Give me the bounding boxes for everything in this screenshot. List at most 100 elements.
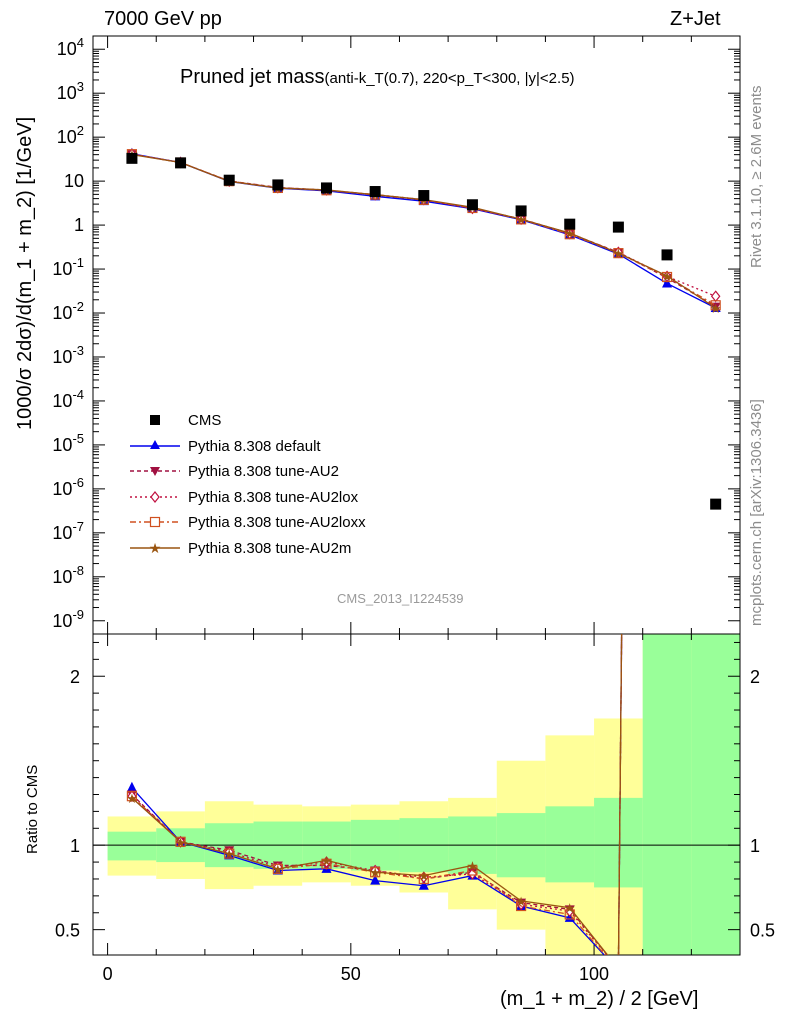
point-cms: [466, 199, 478, 211]
legend-marker-cms: [150, 415, 160, 425]
y-tick-label-ratio: 0.5: [55, 921, 80, 941]
header-energy: 7000 GeV pp: [104, 8, 222, 30]
x-tick-label: 50: [341, 964, 361, 984]
rivet-label: Rivet 3.1.10, ≥ 2.6M events: [748, 85, 765, 269]
y-tick-label: 10-8: [52, 563, 84, 587]
y-tick-label: 103: [57, 79, 84, 103]
main-series: ★★★★★★★★★★★★★: [126, 147, 722, 510]
y-axis-label-ratio: Ratio to CMS: [24, 764, 41, 854]
point-cms: [564, 218, 576, 230]
legend-marker-au2m: ★: [130, 541, 180, 557]
y-tick-label: 10-1: [52, 255, 84, 279]
ratio-point-au2m: ★: [223, 848, 235, 863]
ratio-point-au2lox: [614, 964, 622, 974]
ratio-point-au2loxx: [614, 966, 623, 975]
ratio-point-au2loxx: [321, 858, 332, 869]
y-tick-label: 10-6: [52, 475, 84, 499]
y-tick-label: 10-3: [52, 343, 84, 367]
point-au2m: ★: [613, 247, 625, 262]
band-inner: [691, 634, 740, 955]
chart-title-cuts: (anti-k_T(0.7), 220<p_T<300, |y|<2.5): [324, 70, 575, 87]
x-tick-label: 0: [103, 964, 113, 984]
series-line-au2lox: [131, 153, 716, 297]
point-au2m: ★: [564, 227, 576, 242]
point-cms: [175, 157, 187, 169]
header-process: Z+Jet: [670, 8, 721, 30]
legend-label-au2lox: Pythia 8.308 tune-AU2lox: [188, 488, 359, 506]
y-tick-label-ratio-right: 0.5: [750, 921, 775, 941]
legend-label-default: Pythia 8.308 default: [188, 437, 321, 455]
y-axis-label-main: 1000/σ 2dσ)/d(m_1 + m_2) [1/GeV]: [14, 116, 36, 430]
point-cms: [369, 186, 381, 198]
ratio-series: ★ ★ ★ ★ ★ ★ ★ ★ ★ ★ ★: [126, 634, 625, 978]
y-tick-label: 10-9: [52, 607, 84, 631]
y-tick-label: 10-2: [52, 299, 84, 323]
point-cms: [126, 152, 138, 164]
ratio-point-au2m: ★: [467, 859, 479, 874]
ratio-point-au2m: ★: [175, 836, 187, 851]
point-cms: [612, 221, 624, 233]
point-cms: [710, 498, 722, 510]
ratio-line-au2m: [131, 634, 623, 955]
point-au2loxx: [661, 271, 673, 283]
legend-marker-default: [130, 439, 180, 449]
y-tick-label: 10-4: [52, 387, 84, 411]
ratio-point-au2m: ★: [321, 854, 333, 869]
ratio-point-default: [370, 874, 381, 885]
ratio-point-au2m: ★: [418, 870, 430, 885]
ratio-point-au2m: ★: [272, 863, 284, 878]
point-au2m: ★: [418, 194, 430, 209]
y-tick-label: 1: [74, 215, 84, 235]
y-tick-label: 104: [57, 35, 84, 59]
band-inner: [642, 634, 692, 955]
ratio-point-au2loxx: [175, 836, 186, 847]
x-axis-label: (m_1 + m_2) / 2 [GeV]: [500, 988, 699, 1010]
ratio-point-au2m: ★: [369, 866, 381, 881]
series-line-au2m: [131, 154, 717, 309]
point-au2: [710, 302, 721, 312]
point-cms: [418, 190, 430, 202]
analysis-watermark: CMS_2013_I1224539: [337, 591, 464, 606]
ratio-point-au2m: ★: [613, 963, 625, 978]
point-cms: [272, 179, 284, 191]
y-tick-label: 10-7: [52, 519, 84, 543]
legend-marker-au2loxx: [130, 516, 180, 528]
point-au2lox: [710, 290, 721, 303]
point-cms: [661, 249, 673, 261]
ratio-point-au2loxx: [224, 848, 235, 859]
legend-label-au2m: Pythia 8.308 tune-AU2m: [188, 539, 352, 557]
point-cms: [515, 205, 527, 217]
y-tick-label-ratio: 2: [70, 667, 80, 687]
y-tick-label-ratio-right: 2: [750, 667, 760, 687]
legend-marker-au2: [130, 467, 180, 476]
ratio-point-au2loxx: [564, 909, 575, 920]
band-inner: [545, 806, 595, 883]
mcplots-label: mcplots.cern.ch [arXiv:1306.3436]: [748, 399, 765, 626]
ratio-point-au2loxx: [126, 791, 138, 802]
ratio-point-au2: [613, 965, 623, 974]
point-au2m: ★: [515, 213, 527, 228]
band-inner: [594, 797, 643, 888]
svg-text:★: ★: [149, 541, 162, 557]
legend-label-cms: CMS: [188, 412, 222, 429]
ratio-point-default: [418, 879, 429, 890]
legend-marker-au2lox: [130, 490, 180, 503]
ratio-point-au2m: ★: [126, 792, 138, 807]
chart-title: Pruned jet mass(anti-k_T(0.7), 220<p_T<3…: [180, 66, 575, 89]
point-cms: [223, 174, 235, 186]
band-inner: [107, 831, 157, 861]
y-tick-label: 102: [57, 123, 84, 147]
y-tick-label: 10: [64, 171, 84, 191]
y-tick-label: 10-5: [52, 431, 84, 455]
y-tick-label-ratio-right: 1: [750, 836, 760, 856]
ratio-point-default: [613, 964, 623, 974]
point-au2m: ★: [661, 270, 673, 285]
ratio-bands: [107, 634, 740, 955]
legend-label-au2loxx: Pythia 8.308 tune-AU2loxx: [188, 514, 366, 531]
ratio-point-au2m: ★: [564, 902, 576, 917]
ratio-point-au2loxx: [272, 863, 283, 874]
ratio-point-default: [126, 781, 137, 792]
point-cms: [321, 182, 333, 194]
point-au2loxx: [613, 248, 624, 259]
